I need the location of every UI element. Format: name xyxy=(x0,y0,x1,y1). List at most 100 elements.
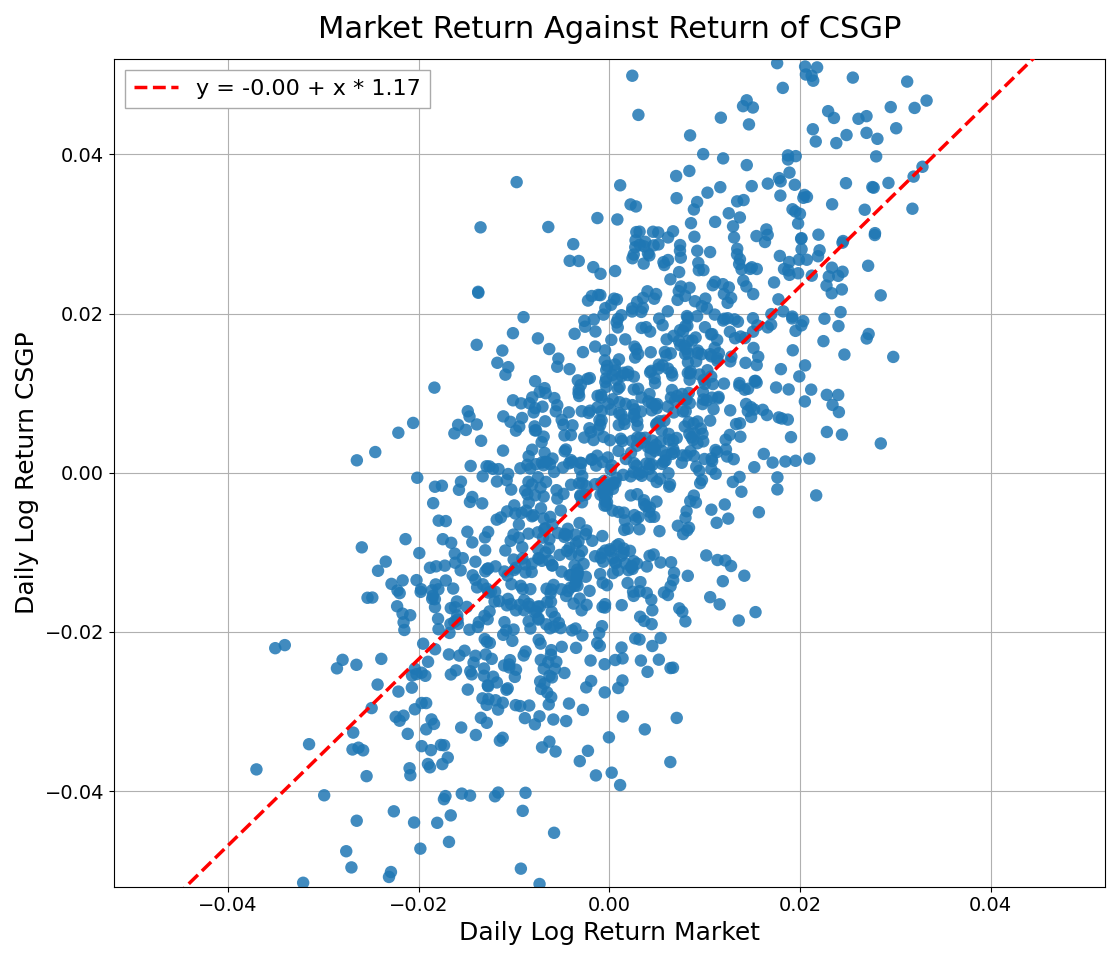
Point xyxy=(804,73,822,88)
Point xyxy=(731,416,749,431)
Point xyxy=(786,204,804,219)
Point xyxy=(472,710,489,726)
Point xyxy=(707,467,725,482)
Point xyxy=(670,333,688,348)
Point xyxy=(663,446,681,462)
Point xyxy=(606,263,624,278)
Point xyxy=(650,357,668,372)
Point xyxy=(590,413,608,428)
Point xyxy=(461,458,479,473)
Point xyxy=(737,396,755,412)
Point xyxy=(609,444,627,459)
Point xyxy=(412,582,430,597)
Point xyxy=(427,559,445,574)
Point xyxy=(645,440,663,455)
Point xyxy=(589,421,607,437)
Point xyxy=(745,286,763,301)
Point xyxy=(578,478,596,493)
Point xyxy=(568,567,586,583)
Point xyxy=(736,330,754,346)
Point xyxy=(642,345,660,360)
Point xyxy=(505,563,523,578)
Point xyxy=(750,505,768,520)
Point xyxy=(584,533,601,548)
Point xyxy=(768,482,786,497)
Point xyxy=(579,293,597,308)
Point xyxy=(511,597,529,612)
Point xyxy=(748,261,766,276)
Point xyxy=(500,467,517,482)
Point xyxy=(604,565,622,581)
Point xyxy=(468,337,486,352)
Title: Market Return Against Return of CSGP: Market Return Against Return of CSGP xyxy=(318,15,902,44)
Point xyxy=(748,357,766,372)
Point xyxy=(598,484,616,499)
Point xyxy=(488,675,506,690)
Point xyxy=(743,399,760,415)
Point xyxy=(631,237,648,252)
Point xyxy=(681,426,699,442)
Point xyxy=(417,668,435,684)
Point xyxy=(516,557,534,572)
Point xyxy=(380,869,398,884)
Point xyxy=(606,357,624,372)
Point xyxy=(731,429,749,444)
Point xyxy=(747,373,765,389)
Point xyxy=(515,592,533,608)
Point xyxy=(478,612,496,627)
Point xyxy=(478,562,496,577)
Point xyxy=(572,377,590,393)
Point xyxy=(450,648,468,663)
Point xyxy=(405,815,423,830)
Point xyxy=(545,825,563,840)
Point xyxy=(703,326,721,342)
Point xyxy=(469,285,487,300)
Point xyxy=(706,340,724,355)
Point xyxy=(867,149,885,164)
Point xyxy=(604,392,622,407)
Point xyxy=(815,311,833,326)
Point xyxy=(433,532,451,547)
Point xyxy=(547,404,564,420)
Point xyxy=(644,457,662,472)
Point xyxy=(858,125,876,140)
Point xyxy=(383,576,401,591)
Point xyxy=(541,734,559,750)
Point xyxy=(681,128,699,143)
Point xyxy=(633,321,651,336)
Point xyxy=(613,407,631,422)
Point xyxy=(458,599,476,614)
Point xyxy=(632,404,650,420)
Point xyxy=(625,407,643,422)
Point xyxy=(696,376,713,392)
Point xyxy=(698,548,716,564)
Point xyxy=(640,504,657,519)
Point xyxy=(659,398,676,414)
Point xyxy=(477,647,495,662)
Point xyxy=(526,373,544,389)
Point xyxy=(725,219,743,234)
Point xyxy=(917,93,935,108)
Point xyxy=(662,660,680,676)
Point xyxy=(820,269,838,284)
Point xyxy=(701,347,719,362)
Point xyxy=(595,429,613,444)
Point xyxy=(412,695,430,710)
Point xyxy=(524,508,542,523)
Point xyxy=(512,396,530,411)
Point xyxy=(608,538,626,553)
Point xyxy=(567,640,585,656)
Point xyxy=(646,444,664,459)
Point xyxy=(442,535,460,550)
Point xyxy=(688,308,706,324)
Point xyxy=(637,456,655,471)
Point xyxy=(458,524,476,540)
Point xyxy=(529,330,547,346)
Point xyxy=(494,343,512,358)
Point xyxy=(657,447,675,463)
Point xyxy=(535,676,553,691)
Point xyxy=(626,239,644,254)
Point xyxy=(486,594,504,610)
Point xyxy=(582,451,600,467)
Point xyxy=(647,400,665,416)
